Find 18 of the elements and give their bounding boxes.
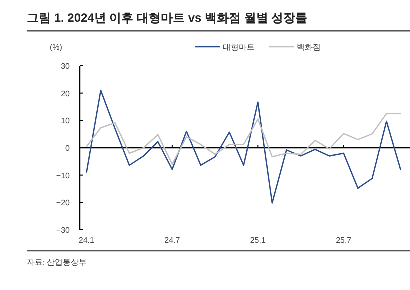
y-tick-label: −30 (56, 226, 71, 235)
y-axis-title: (%) (50, 43, 63, 52)
legend-label: 대형마트 (223, 43, 255, 52)
y-tick-label: 0 (66, 144, 71, 153)
x-tick-label: 25.7 (336, 236, 352, 245)
y-tick-label: −10 (56, 171, 71, 180)
y-tick-label: 20 (61, 89, 71, 98)
y-tick-label: 10 (61, 116, 71, 126)
line-series (86, 90, 402, 204)
x-tick-label: 24.1 (78, 236, 96, 245)
y-tick-label: 30 (61, 62, 71, 71)
x-tick-label: 25.1 (250, 236, 266, 245)
line-series (86, 113, 402, 166)
legend-label: 백화점 (297, 43, 321, 52)
x-tick-label: 24.7 (164, 236, 181, 245)
text: 자료: 산업통상부 (27, 258, 88, 267)
y-tick-label: −20 (56, 198, 71, 208)
chart-title: 그림 1. 2024년 이후 대형마트 vs 백화점 월별 성장률 (27, 11, 308, 25)
